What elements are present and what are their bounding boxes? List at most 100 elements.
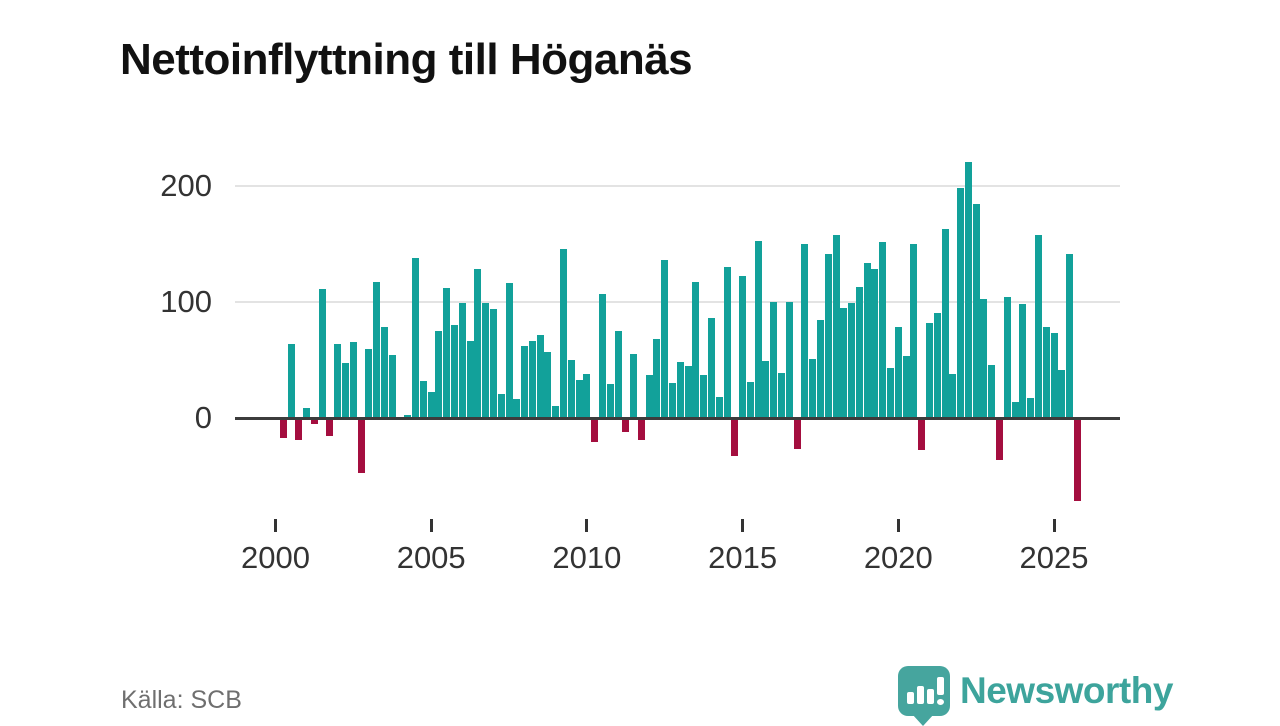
bar-2001-Q4 xyxy=(326,419,334,436)
bar-2008-Q1 xyxy=(521,345,529,418)
bar-2015-Q2 xyxy=(746,381,754,418)
bar-2019-Q2 xyxy=(871,269,879,418)
y-axis-label-200: 200 xyxy=(160,167,212,203)
gridline-200 xyxy=(235,184,1120,187)
bar-2016-Q3 xyxy=(785,301,793,418)
bar-2020-Q4 xyxy=(918,419,926,450)
bar-2013-Q3 xyxy=(692,281,700,418)
bar-2007-Q4 xyxy=(513,399,521,418)
x-axis-tick-2005 xyxy=(429,519,433,532)
bar-2018-Q4 xyxy=(855,286,863,418)
bar-2007-Q3 xyxy=(505,283,513,418)
logo-speech-tail xyxy=(912,714,934,726)
bar-2023-Q2 xyxy=(996,419,1003,461)
bar-2002-Q1 xyxy=(334,343,342,418)
logo-chart-bar-icon xyxy=(907,692,914,704)
bar-2008-Q2 xyxy=(528,341,536,418)
zero-baseline xyxy=(235,416,1120,420)
x-axis-label-2025: 2025 xyxy=(1019,540,1089,575)
bar-2024-Q1 xyxy=(1019,304,1027,418)
newsworthy-logo-icon xyxy=(898,666,950,716)
bar-2023-Q4 xyxy=(1011,401,1019,418)
y-axis-label-100: 100 xyxy=(160,283,212,319)
bar-2018-Q2 xyxy=(840,307,848,418)
bar-2006-Q4 xyxy=(482,302,490,418)
bar-2009-Q2 xyxy=(560,249,568,418)
bar-2005-Q2 xyxy=(435,330,443,418)
bar-2000-Q2 xyxy=(279,419,287,439)
source-caption: Källa: SCB xyxy=(121,686,242,714)
bar-2014-Q3 xyxy=(723,266,731,418)
bar-2016-Q2 xyxy=(778,372,786,418)
bar-2011-Q4 xyxy=(637,419,645,441)
bar-2010-Q4 xyxy=(606,384,614,418)
bar-2009-Q3 xyxy=(567,359,575,418)
bar-2012-Q1 xyxy=(645,374,653,418)
bar-2008-Q3 xyxy=(536,335,544,418)
bar-2006-Q3 xyxy=(474,269,482,418)
bar-2019-Q4 xyxy=(887,368,894,418)
x-axis-tick-2025 xyxy=(1052,519,1056,532)
bar-2019-Q1 xyxy=(863,263,871,418)
bar-2017-Q4 xyxy=(824,254,832,418)
x-axis-label-2020: 2020 xyxy=(863,540,933,575)
gridline-100 xyxy=(235,300,1120,303)
bar-2017-Q3 xyxy=(816,320,824,418)
x-axis-tick-2000 xyxy=(274,519,277,532)
bar-2024-Q2 xyxy=(1027,398,1035,418)
bar-2009-Q4 xyxy=(575,379,583,418)
bar-2025-Q1 xyxy=(1050,333,1058,418)
bar-2011-Q3 xyxy=(630,354,638,418)
bar-2020-Q2 xyxy=(902,356,910,418)
x-axis-label-2010: 2010 xyxy=(552,540,622,575)
bar-2004-Q3 xyxy=(412,257,420,418)
bar-2025-Q4 xyxy=(1073,419,1081,501)
bar-2014-Q1 xyxy=(707,318,715,418)
logo-chart-bar-icon xyxy=(927,689,934,704)
bar-2024-Q3 xyxy=(1034,235,1042,418)
x-axis-label-2015: 2015 xyxy=(708,540,778,575)
bar-2013-Q2 xyxy=(684,365,692,418)
bar-2012-Q3 xyxy=(661,259,669,418)
newsworthy-logo-text: Newsworthy xyxy=(960,670,1173,711)
bar-2018-Q1 xyxy=(832,235,840,418)
bar-2008-Q4 xyxy=(544,351,552,418)
bar-2021-Q3 xyxy=(941,228,949,418)
bar-2023-Q3 xyxy=(1003,297,1011,418)
bar-2000-Q3 xyxy=(287,343,295,418)
bar-2020-Q3 xyxy=(910,243,918,418)
y-axis: 0 100 200 xyxy=(120,155,212,585)
bar-2003-Q1 xyxy=(365,349,373,418)
bar-2025-Q3 xyxy=(1066,254,1074,418)
bar-2013-Q1 xyxy=(676,362,684,418)
bar-2007-Q2 xyxy=(497,393,505,418)
bar-2005-Q1 xyxy=(427,392,435,418)
bar-2015-Q1 xyxy=(739,276,747,418)
bar-2013-Q4 xyxy=(700,374,708,418)
bar-2022-Q4 xyxy=(980,299,988,418)
bar-2003-Q2 xyxy=(373,281,381,418)
logo-chart-bar-icon xyxy=(917,686,924,704)
bar-2012-Q2 xyxy=(653,338,661,418)
bar-2020-Q1 xyxy=(894,327,902,418)
bar-2004-Q4 xyxy=(419,380,427,418)
bar-2005-Q3 xyxy=(443,287,451,418)
bar-2000-Q4 xyxy=(295,419,303,441)
bar-2011-Q2 xyxy=(622,419,630,433)
chart-title: Nettoinflyttning till Höganäs xyxy=(120,35,693,85)
bar-2001-Q3 xyxy=(318,288,326,418)
bar-2012-Q4 xyxy=(669,383,677,418)
bar-2006-Q2 xyxy=(466,341,474,418)
bar-2001-Q1 xyxy=(303,407,311,418)
bar-2015-Q4 xyxy=(762,361,770,418)
x-axis-tick-2020 xyxy=(896,519,900,532)
bar-2014-Q2 xyxy=(715,397,723,418)
bar-2021-Q2 xyxy=(933,313,941,418)
bar-2021-Q1 xyxy=(925,322,933,418)
bar-2010-Q2 xyxy=(591,419,599,442)
bar-2025-Q2 xyxy=(1058,370,1066,418)
logo-exclamation-icon xyxy=(937,677,944,695)
bar-2003-Q3 xyxy=(380,327,388,418)
bar-2023-Q1 xyxy=(988,364,996,418)
bar-2016-Q1 xyxy=(770,301,778,418)
